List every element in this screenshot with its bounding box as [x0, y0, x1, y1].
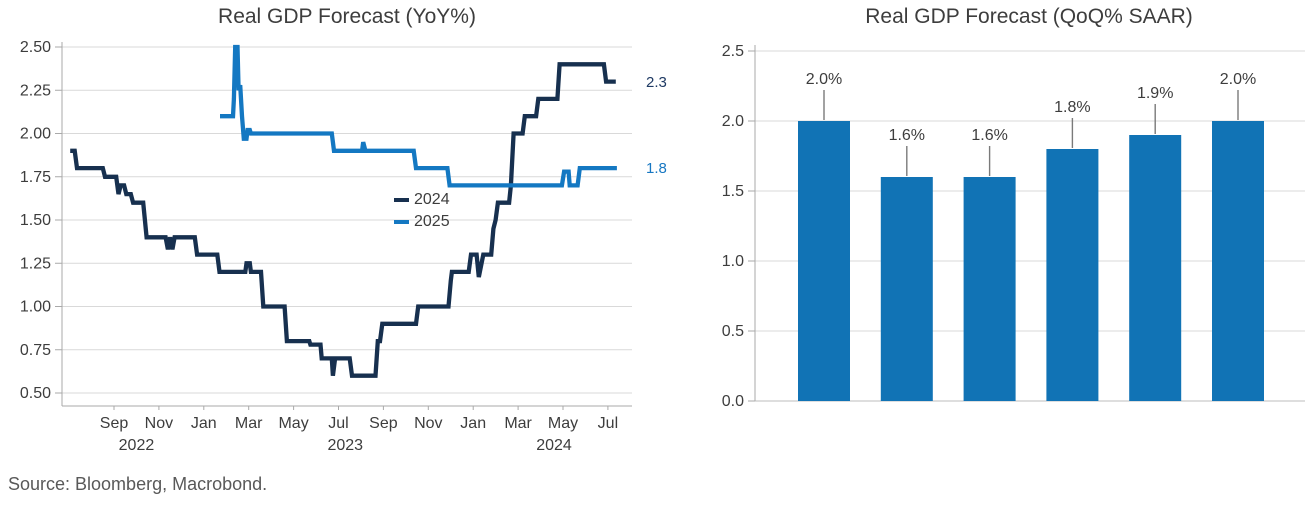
x-year-label: 2024	[536, 437, 572, 454]
x-tick-label: Jan	[191, 415, 217, 432]
bar	[1129, 135, 1182, 401]
y-tick-label: 0.50	[20, 385, 51, 402]
bar	[798, 121, 850, 401]
x-tick-label: Jul	[328, 415, 348, 432]
y-tick-label: 1.5	[722, 183, 744, 200]
legend-swatch-2024-icon	[394, 198, 409, 202]
source-note: Source: Bloomberg, Macrobond.	[8, 474, 268, 494]
y-tick-label: 0.5	[722, 323, 744, 340]
legend-label-2024: 2024	[414, 191, 450, 208]
y-tick-label: 2.00	[20, 126, 51, 143]
y-tick-label: 2.50	[20, 39, 51, 56]
x-tick-label: Jan	[460, 415, 486, 432]
bar-value-label: 2.0%	[806, 71, 842, 88]
y-tick-label: 0.0	[722, 393, 744, 410]
y-tick-label: 1.50	[20, 212, 51, 229]
line-chart-title: Real GDP Forecast (YoY%)	[218, 5, 476, 28]
x-year-label: 2022	[119, 437, 155, 454]
bar-chart-title: Real GDP Forecast (QoQ% SAAR)	[865, 5, 1193, 28]
end-value-label-2024: 2.3	[646, 74, 667, 91]
legend-label-2025: 2025	[414, 213, 450, 230]
end-value-label-2025: 1.8	[646, 160, 667, 177]
x-year-label: 2023	[327, 437, 363, 454]
bar-value-label: 1.8%	[1054, 99, 1090, 116]
x-tick-label: Nov	[414, 415, 442, 432]
y-tick-label: 1.00	[20, 299, 51, 316]
x-tick-label: Mar	[504, 415, 532, 432]
x-tick-label: Jul	[598, 415, 618, 432]
line-chart: 2.50 2.25 2.00 1.75 1.50 1.25 1.00 0.75 0.50 Sep N…	[20, 39, 632, 454]
y-tick-label: 1.0	[722, 253, 744, 270]
x-tick-label: May	[278, 415, 308, 432]
bar	[1212, 121, 1264, 401]
legend-item-2025: 2025	[394, 211, 450, 233]
legend-swatch-2025-icon	[394, 220, 409, 224]
bar	[963, 177, 1016, 401]
line-chart-legend: 2024 2025	[394, 189, 450, 233]
x-tick-label: Sep	[100, 415, 129, 432]
bar-value-label: 1.6%	[971, 127, 1007, 144]
x-tick-label: Mar	[235, 415, 263, 432]
bar-value-label: 1.6%	[889, 127, 925, 144]
bar-value-label: 2.0%	[1220, 71, 1256, 88]
bar-chart: 2.5 2.0 1.5 1.0 0.5 0.0 2.0% 1.6% 1.6% 1.8% 1.9% 2.…	[722, 43, 1305, 410]
y-tick-label: 1.75	[20, 169, 51, 186]
legend-item-2024: 2024	[394, 189, 450, 211]
bar	[880, 177, 933, 401]
y-tick-label: 2.5	[722, 43, 744, 60]
series-line-2025	[220, 44, 617, 188]
y-tick-label: 1.25	[20, 255, 51, 272]
x-tick-label: May	[548, 415, 578, 432]
bar	[1046, 149, 1099, 401]
y-tick-label: 0.75	[20, 342, 51, 359]
x-tick-label: Nov	[145, 415, 173, 432]
bar-value-label: 1.9%	[1137, 85, 1173, 102]
series-line-2024	[70, 62, 616, 378]
y-tick-label: 2.0	[722, 113, 744, 130]
x-tick-label: Sep	[369, 415, 398, 432]
y-tick-label: 2.25	[20, 82, 51, 99]
